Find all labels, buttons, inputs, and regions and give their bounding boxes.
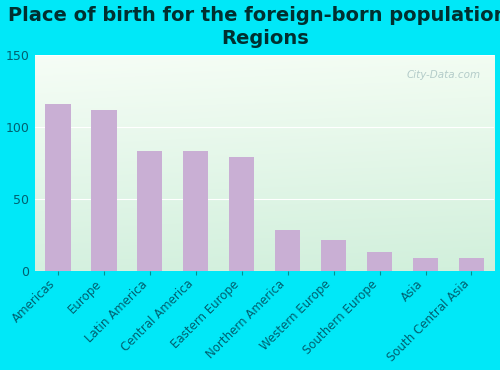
Bar	[183, 151, 208, 270]
Bar	[321, 240, 346, 270]
Bar	[137, 151, 162, 270]
Text: City-Data.com: City-Data.com	[406, 70, 480, 80]
Bar	[275, 231, 300, 270]
Bar	[367, 252, 392, 270]
Bar	[459, 258, 484, 270]
Title: Place of birth for the foreign-born population -
Regions: Place of birth for the foreign-born popu…	[8, 6, 500, 48]
Bar	[92, 110, 116, 270]
Bar	[229, 157, 254, 270]
Bar	[46, 104, 70, 270]
Bar	[413, 258, 438, 270]
